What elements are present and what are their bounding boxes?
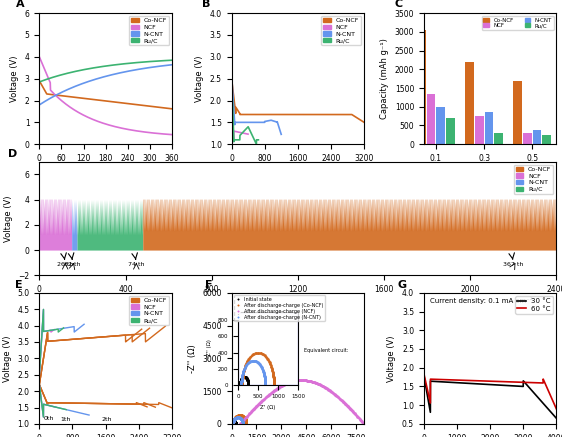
X-axis label: Time (min): Time (min) (83, 169, 128, 177)
Line: 30 °C: 30 °C (424, 375, 556, 418)
Y-axis label: Capacity (mAh g⁻¹): Capacity (mAh g⁻¹) (380, 38, 389, 119)
Bar (436, 107, 445, 144)
Bar (446, 118, 455, 144)
Bar (514, 80, 522, 144)
Text: 2th: 2th (102, 417, 112, 422)
Text: 0th: 0th (43, 416, 54, 421)
Bar (542, 135, 551, 144)
60 °C (420, 371, 427, 376)
60 °C (553, 406, 560, 412)
30 °C (482, 382, 488, 387)
Text: 32 th: 32 th (65, 263, 81, 267)
Legend: 30 °C, 60 °C: 30 °C, 60 °C (515, 296, 553, 314)
Bar (533, 130, 541, 144)
Y-axis label: Voltage (V): Voltage (V) (3, 335, 12, 382)
60 °C (482, 378, 488, 384)
Text: 26 th: 26 th (57, 263, 74, 267)
Text: 367 th: 367 th (503, 263, 523, 267)
Legend: Co-NCF, NCF, N-CNT, Ru/C: Co-NCF, NCF, N-CNT, Ru/C (321, 16, 361, 45)
Bar (494, 133, 503, 144)
Text: Current density: 0.1 mA cm⁻²: Current density: 0.1 mA cm⁻² (430, 297, 533, 304)
Text: 1th: 1th (60, 417, 70, 422)
Legend: Initial state, After discharge-charge (Co-NCF), After discharge-charge (NCF), Af: Initial state, After discharge-charge (C… (234, 295, 325, 321)
Bar (484, 112, 493, 144)
60 °C (549, 397, 556, 402)
Text: D: D (8, 149, 17, 159)
X-axis label: Time (h): Time (h) (280, 300, 315, 309)
Bar (417, 30, 426, 144)
Text: A: A (16, 0, 24, 9)
60 °C (427, 377, 434, 382)
30 °C (549, 411, 556, 416)
Y-axis label: Voltage (V): Voltage (V) (10, 55, 19, 102)
60 °C (485, 378, 492, 384)
30 °C (427, 378, 434, 384)
Text: E: E (16, 280, 23, 290)
Text: Equivalent circuit:: Equivalent circuit: (305, 348, 349, 353)
Legend: Co-NCF, NCF, N-CNT, Ru/C: Co-NCF, NCF, N-CNT, Ru/C (482, 16, 554, 30)
Y-axis label: Voltage (V): Voltage (V) (195, 55, 204, 102)
Legend: Co-NCF, NCF, N-CNT, Ru/C: Co-NCF, NCF, N-CNT, Ru/C (514, 165, 553, 194)
30 °C (525, 384, 532, 389)
Text: F: F (205, 280, 212, 290)
Bar (475, 116, 483, 144)
Text: 74 th: 74 th (128, 263, 144, 267)
30 °C (420, 373, 427, 378)
30 °C (549, 411, 556, 416)
X-axis label: Capacity (mAh g⁻¹): Capacity (mAh g⁻¹) (257, 169, 338, 177)
30 °C (485, 382, 492, 387)
Bar (523, 133, 532, 144)
60 °C (525, 380, 532, 385)
Text: G: G (397, 280, 406, 290)
Legend: Co-NCF, NCF, N-CNT, Ru/C: Co-NCF, NCF, N-CNT, Ru/C (129, 296, 169, 325)
Y-axis label: Voltage (V): Voltage (V) (4, 195, 13, 242)
X-axis label: Current density (mA cm⁻²): Current density (mA cm⁻²) (434, 169, 546, 177)
Text: B: B (202, 0, 211, 9)
60 °C (549, 398, 556, 403)
Y-axis label: Voltage (V): Voltage (V) (387, 335, 396, 382)
Bar (465, 62, 474, 144)
Line: 60 °C: 60 °C (424, 373, 556, 409)
30 °C (553, 416, 560, 421)
Y-axis label: -Z'' (Ω): -Z'' (Ω) (188, 344, 197, 373)
Bar (427, 94, 436, 144)
Legend: Co-NCF, NCF, N-CNT, Ru/C: Co-NCF, NCF, N-CNT, Ru/C (129, 16, 169, 45)
Text: C: C (395, 0, 403, 9)
